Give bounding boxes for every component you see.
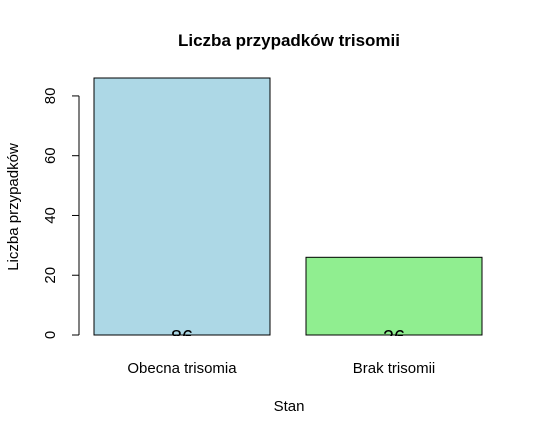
category-label-1: Brak trisomii [353,360,436,377]
y-tick-label-0: 0 [42,331,59,339]
y-axis-label: Liczba przypadków [5,143,22,271]
baseline-mask [80,336,500,356]
y-tick-label-20: 20 [42,267,59,284]
chart-title: Liczba przypadków trisomii [178,31,400,50]
y-axis: 0 20 40 60 80 [42,88,80,339]
x-category-labels: Obecna trisomia Brak trisomii [127,360,435,377]
y-tick-label-80: 80 [42,88,59,105]
category-label-0: Obecna trisomia [127,360,237,377]
y-tick-label-60: 60 [42,147,59,164]
bar-0 [93,77,271,336]
y-tick-label-40: 40 [42,207,59,224]
bars-group: 8626 [80,77,500,356]
x-axis-label: Stan [274,398,305,415]
bar-1 [305,256,483,336]
